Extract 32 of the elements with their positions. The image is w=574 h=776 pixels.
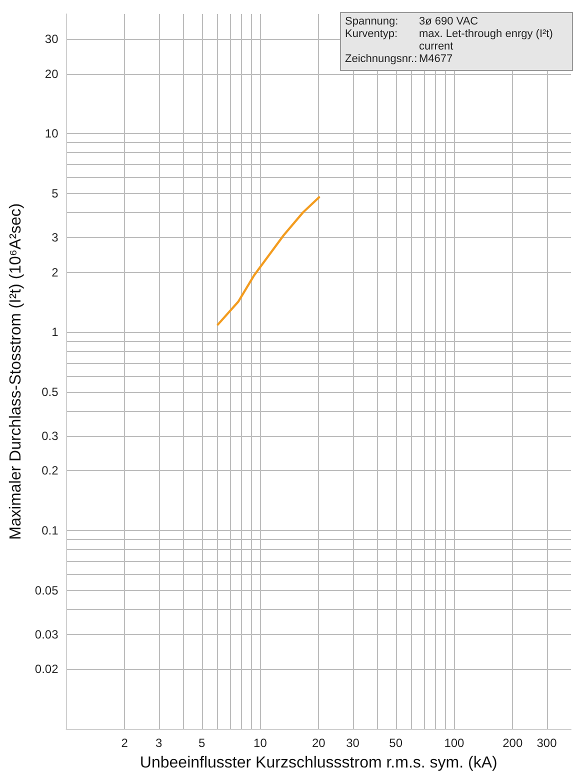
y-tick-label: 0.02 [34, 662, 59, 676]
x-tick-label: 30 [346, 736, 360, 750]
x-tick-label: 5 [198, 736, 206, 750]
y-tick-label: 0.2 [42, 464, 59, 478]
annotation: 3ø 690 VAC [419, 16, 478, 28]
annotation: Zeichnungsnr.: [345, 53, 418, 65]
y-tick-label: 30 [44, 32, 59, 46]
y-axis-title: Maximaler Durchlass-Stosstrom (I²t) (10⁶A²sec) [8, 203, 24, 540]
x-tick-label: 20 [312, 736, 326, 750]
y-tick-label: 0.05 [34, 583, 59, 598]
x-tick-label: 3 [155, 736, 162, 750]
y-tick-label: 5 [52, 186, 59, 200]
y-tick-label: 20 [44, 66, 59, 81]
annotation: Kurventyp: [345, 28, 398, 40]
x-axis-title: Unbeeinflusster Kurzschlussstrom r.m.s. sym. (kA) [140, 754, 498, 772]
x-tick-label: 10 [254, 736, 268, 750]
y-tick-label: 0.1 [42, 524, 59, 538]
y-tick-label: 0.03 [34, 627, 59, 642]
x-tick-label: 200 [502, 736, 523, 750]
annotation: M4677 [419, 53, 453, 65]
y-tick-label: 1 [52, 325, 59, 340]
annotation: max. Let-through enrgy (I²t) current [419, 28, 553, 52]
x-tick-label: 100 [444, 736, 465, 750]
y-tick-label: 3 [52, 230, 59, 244]
y-tick-label: 10 [44, 126, 59, 141]
y-tick-label: 0.3 [42, 428, 59, 443]
annotation: Spannung: [345, 16, 398, 28]
y-tick-label: 2 [52, 265, 59, 280]
x-tick-label: 300 [536, 736, 558, 750]
y-tick-label: 0.5 [42, 384, 59, 399]
x-tick-label: 2 [121, 736, 128, 750]
x-tick-label: 50 [389, 736, 403, 750]
